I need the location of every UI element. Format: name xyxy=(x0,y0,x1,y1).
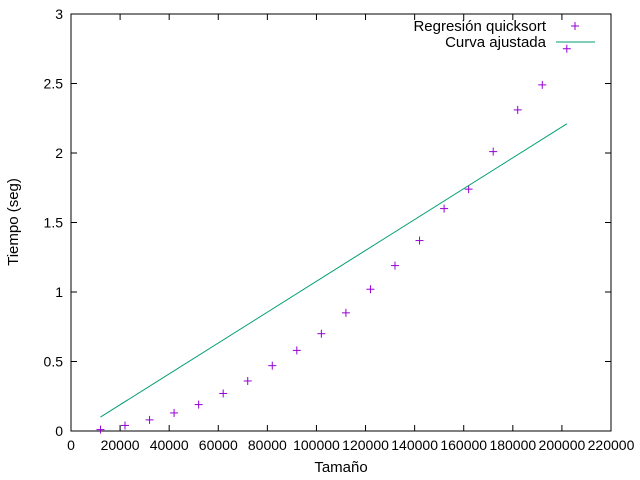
x-tick-label: 180000 xyxy=(489,437,536,453)
axis-ticks: 0 20000 40000 60000 80000 100000 120000 140000 1… xyxy=(44,6,635,453)
data-point xyxy=(489,147,498,156)
x-tick-label: 120000 xyxy=(342,437,389,453)
data-point xyxy=(121,421,129,430)
data-point xyxy=(96,425,105,434)
data-point xyxy=(292,346,301,355)
y-axis-label: Tiempo (seg) xyxy=(5,178,22,266)
y-tick-label: 3 xyxy=(55,6,63,22)
y-tick-label: 1 xyxy=(55,284,63,300)
data-point xyxy=(391,261,399,270)
x-tick-label: 20000 xyxy=(101,437,140,453)
data-point xyxy=(219,389,228,398)
x-tick-label: 140000 xyxy=(391,437,438,453)
y-tick-label: 2.5 xyxy=(44,76,64,92)
x-tick-label: 0 xyxy=(67,437,75,453)
series-layer xyxy=(96,44,571,434)
data-point xyxy=(415,236,424,245)
legend-label-points: Regresión quicksort xyxy=(413,18,546,35)
x-tick-label: 100000 xyxy=(293,437,340,453)
data-point xyxy=(538,80,547,89)
x-tick-label: 160000 xyxy=(440,437,487,453)
data-point xyxy=(145,415,154,424)
legend-marker-points xyxy=(571,22,579,30)
x-tick-label: 220000 xyxy=(588,437,635,453)
x-tick-label: 200000 xyxy=(539,437,586,453)
data-point xyxy=(243,376,252,385)
plot-frame xyxy=(70,13,612,432)
y-tick-label: 0 xyxy=(55,423,63,439)
legend-label-line: Curva ajustada xyxy=(445,34,547,51)
data-point xyxy=(341,308,350,317)
data-point xyxy=(268,361,277,370)
data-point xyxy=(194,400,203,409)
legend: Regresión quicksort Curva ajustada xyxy=(413,18,595,51)
data-point xyxy=(440,204,449,213)
x-tick-label: 60000 xyxy=(199,437,238,453)
data-point xyxy=(513,105,522,114)
x-axis-label: Tamaño xyxy=(314,459,367,476)
fitted-curve-line xyxy=(100,123,568,418)
data-point xyxy=(170,408,179,417)
y-tick-label: 1.5 xyxy=(44,215,64,231)
data-point xyxy=(366,285,375,294)
data-point xyxy=(317,329,326,338)
y-tick-label: 2 xyxy=(55,145,63,161)
x-tick-label: 80000 xyxy=(248,437,287,453)
x-tick-label: 40000 xyxy=(150,437,189,453)
y-tick-label: 0.5 xyxy=(44,354,64,370)
data-point xyxy=(562,44,571,53)
data-point xyxy=(464,185,473,194)
